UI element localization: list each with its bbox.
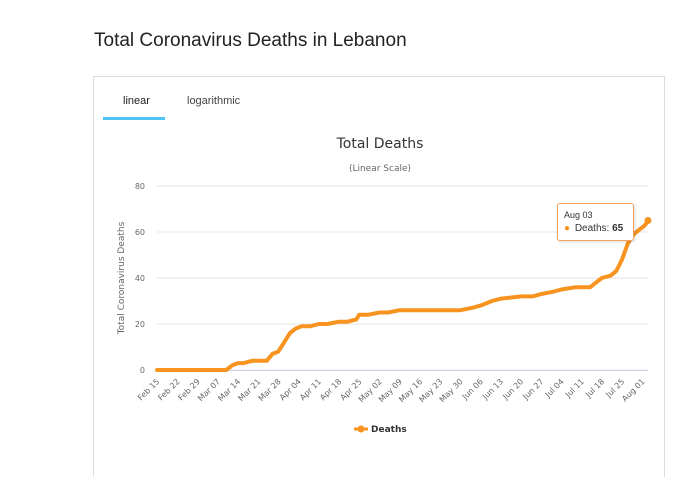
tooltip-value: 65 xyxy=(612,223,623,234)
x-tick-label: Apr 11 xyxy=(298,377,323,402)
y-tick-labels: 0 20 40 60 80 xyxy=(135,182,145,375)
x-tick-label: Aug 01 xyxy=(620,377,646,403)
tooltip-value-row: ● Deaths: 65 xyxy=(564,223,623,234)
tooltip-dot-icon: ● xyxy=(564,223,570,234)
y-axis-label: Total Coronavirus Deaths xyxy=(117,221,127,335)
x-tick-label: Jun 27 xyxy=(521,377,546,402)
y-tick-label: 80 xyxy=(135,182,145,191)
chart-title: Total Deaths xyxy=(336,136,424,152)
x-tick-label: Mar 28 xyxy=(257,377,283,403)
x-tick-label: Jun 06 xyxy=(460,377,485,402)
data-tooltip: Aug 03 ● Deaths: 65 xyxy=(557,203,634,241)
legend-label: Deaths xyxy=(371,425,407,435)
y-tick-label: 0 xyxy=(140,366,145,375)
x-tick-label: Jul 11 xyxy=(563,377,586,400)
x-tick-label: Jul 04 xyxy=(543,377,566,400)
data-point[interactable] xyxy=(645,217,652,224)
legend-marker xyxy=(358,426,365,433)
x-tick-label: Jul 18 xyxy=(583,377,606,400)
tooltip-series-label: Deaths: xyxy=(575,223,609,234)
y-tick-label: 40 xyxy=(135,274,145,283)
legend[interactable]: Deaths xyxy=(354,425,407,435)
chart-subtitle: (Linear Scale) xyxy=(349,164,411,174)
y-tick-label: 20 xyxy=(135,320,145,329)
x-tick-label: Jun 20 xyxy=(500,377,525,402)
x-tick-label: Apr 04 xyxy=(278,377,303,402)
x-tick-label: Apr 18 xyxy=(318,377,343,402)
y-tick-label: 60 xyxy=(135,228,145,237)
x-tick-label: Jun 13 xyxy=(480,377,505,402)
deaths-line xyxy=(157,221,648,371)
tooltip-date: Aug 03 xyxy=(564,210,593,220)
